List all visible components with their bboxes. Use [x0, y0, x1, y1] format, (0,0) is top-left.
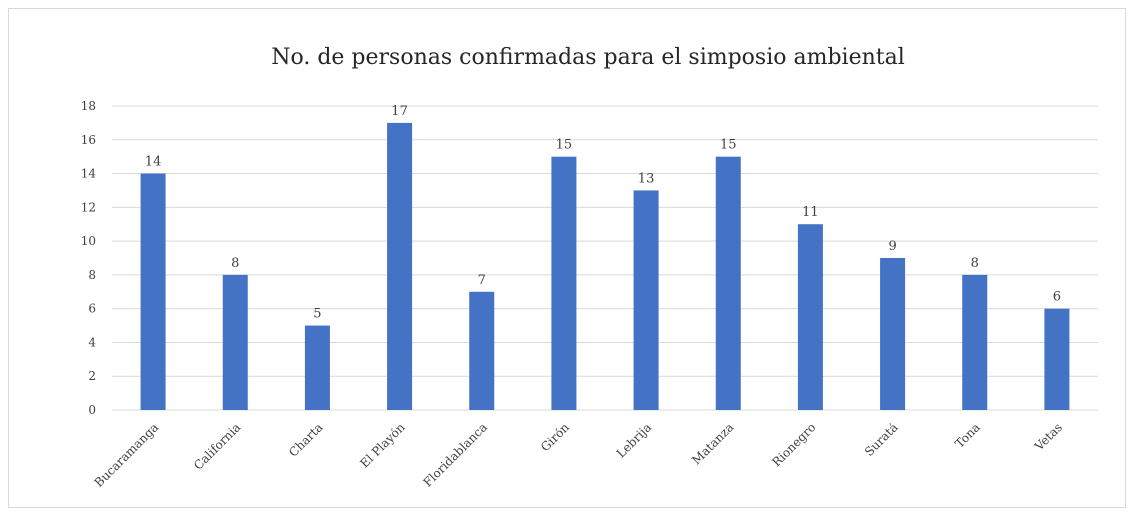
data-label: 13: [638, 171, 655, 186]
y-tick-label: 12: [81, 200, 96, 214]
data-label: 8: [971, 256, 979, 271]
y-tick-label: 0: [88, 403, 96, 417]
bar: [140, 173, 166, 410]
bar: [1044, 308, 1070, 410]
bar: [880, 258, 906, 410]
data-label: 9: [888, 239, 896, 254]
bar: [797, 224, 823, 410]
y-tick-label: 8: [88, 268, 96, 282]
y-tick-label: 10: [81, 234, 96, 248]
data-label: 5: [313, 307, 321, 322]
bar: [387, 122, 413, 410]
y-tick-label: 14: [81, 167, 97, 181]
data-label: 15: [720, 138, 737, 153]
gridlines: [112, 105, 1098, 411]
data-label: 17: [391, 104, 408, 119]
bar: [633, 190, 659, 410]
data-label: 7: [478, 273, 486, 288]
data-label: 14: [145, 155, 162, 170]
bar: [304, 325, 330, 410]
x-axis-labels: Bucaramanga California Charta El Playón Flor…: [92, 420, 1065, 490]
bar: [551, 156, 577, 410]
x-category-label: Tona: [952, 420, 983, 451]
bar: [715, 156, 741, 410]
y-tick-label: 6: [88, 302, 96, 316]
data-label: 6: [1053, 290, 1061, 305]
bar: [222, 274, 248, 410]
x-category-label: El Playón: [357, 420, 408, 471]
y-tick-label: 18: [81, 99, 96, 113]
data-labels: 14 8 5 17 7 15 13 15 11 9 8 6: [145, 104, 1061, 322]
y-axis-ticks: 0 2 4 6 8 10 12 14 16 18: [81, 99, 97, 417]
y-tick-label: 4: [88, 335, 96, 349]
x-category-label: Bucaramanga: [92, 420, 162, 490]
x-category-label: Floridablanca: [421, 420, 490, 489]
bar: [469, 291, 495, 410]
x-category-label: Vetas: [1031, 420, 1065, 454]
x-category-label: Rionegro: [769, 420, 818, 469]
x-category-label: Matanza: [689, 420, 736, 467]
bars: [140, 122, 1070, 410]
data-label: 11: [802, 205, 819, 220]
data-label: 15: [556, 138, 573, 153]
data-label: 8: [231, 256, 239, 271]
x-category-label: Suratá: [862, 420, 901, 459]
x-category-label: Lebrija: [614, 420, 654, 460]
y-tick-label: 2: [88, 369, 96, 383]
y-tick-label: 16: [81, 133, 96, 147]
x-category-label: Charta: [286, 420, 325, 459]
chart-title: No. de personas confirmadas para el simp…: [271, 45, 905, 70]
x-category-label: Girón: [538, 420, 572, 454]
x-category-label: California: [191, 420, 243, 472]
bar: [962, 274, 988, 410]
